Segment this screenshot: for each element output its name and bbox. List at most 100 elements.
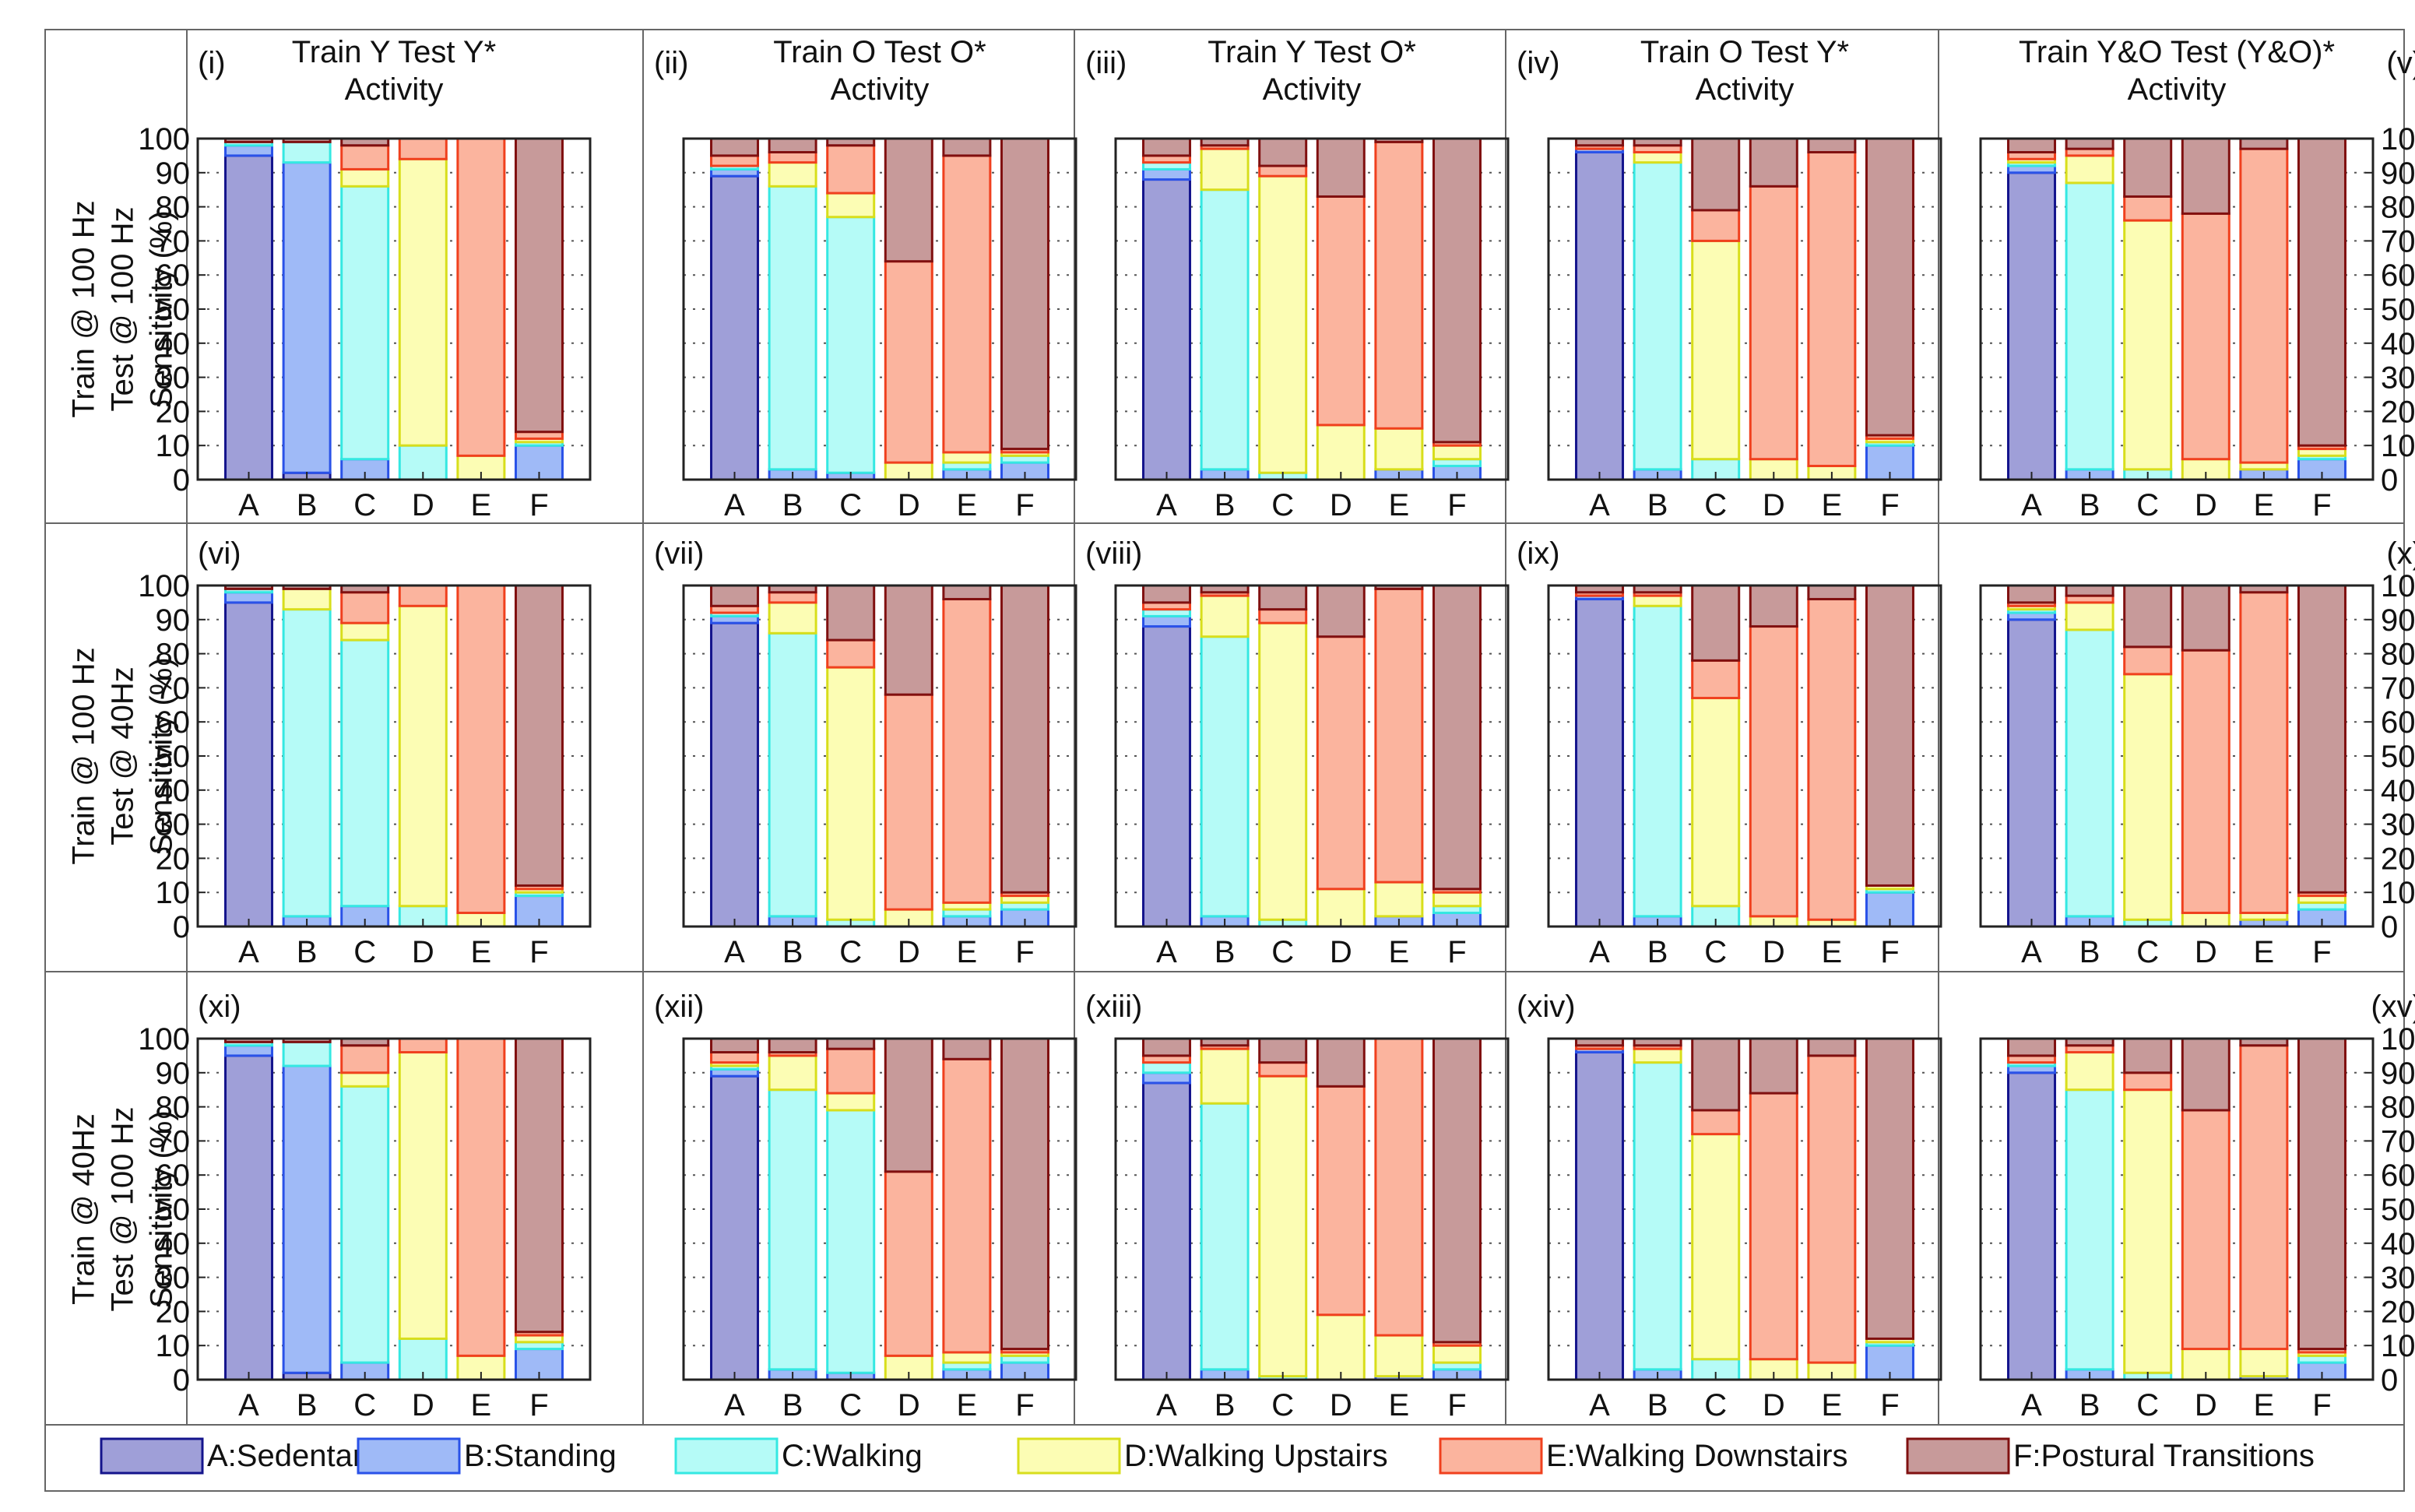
legend-swatch — [357, 1437, 461, 1475]
bar-E — [456, 584, 506, 928]
bar-C — [1258, 137, 1308, 481]
bar-B — [768, 137, 817, 481]
bar-segment-E — [2181, 649, 2230, 914]
bar-segment-D — [1633, 151, 1682, 164]
bar-segment-D — [1200, 147, 1250, 192]
bar-segment-B — [1142, 614, 1192, 628]
bar-segment-D — [1633, 1047, 1682, 1064]
bar-segment-F — [884, 1037, 933, 1173]
bar-segment-F — [1807, 1037, 1857, 1057]
bar-C — [1691, 137, 1741, 481]
panel-label: (ii) — [654, 46, 688, 80]
y-tick-label: 60 — [156, 258, 191, 293]
bar-segment-D — [1374, 881, 1424, 918]
y-tick-label: 10 — [2381, 1329, 2415, 1363]
x-tick-label: B — [1215, 1388, 1236, 1422]
bar-D — [884, 137, 933, 481]
bar-segment-F — [2007, 137, 2057, 154]
y-tick-label: 0 — [2381, 910, 2398, 944]
bar-C — [826, 584, 876, 928]
panel-label: (vii) — [654, 536, 704, 571]
bar-segment-E — [884, 260, 933, 464]
bar-segment-F — [884, 137, 933, 263]
bar-segment-C — [340, 638, 390, 908]
y-tick-label: 70 — [2381, 224, 2415, 258]
x-tick-label: D — [898, 1388, 920, 1422]
y-tick-label: 50 — [156, 740, 191, 774]
bar-segment-D — [398, 157, 448, 447]
y-tick-label: 20 — [156, 842, 191, 876]
y-tick-label: 80 — [156, 191, 191, 225]
column-subtitle-activity: Activity — [1263, 72, 1362, 107]
bar-F — [514, 1037, 564, 1381]
x-tick-label: D — [1763, 488, 1785, 522]
bar-segment-D — [2123, 1088, 2173, 1374]
bar-B — [1200, 584, 1250, 928]
x-tick-label: B — [2079, 1388, 2100, 1422]
y-tick-label: 10 — [2381, 876, 2415, 910]
bar-segment-D — [398, 604, 448, 908]
bar-segment-D — [1691, 697, 1741, 908]
y-axis-label: Sensitivity (%) — [145, 1110, 179, 1307]
legend-item-B: B:Standing — [357, 1437, 617, 1475]
y-tick-label: 90 — [156, 156, 191, 191]
bar-segment-C — [282, 608, 332, 918]
y-tick-label: 0 — [2381, 463, 2398, 498]
legend-swatch — [1017, 1437, 1121, 1475]
bar-segment-F — [1691, 584, 1741, 662]
x-tick-label: A — [238, 488, 259, 522]
bar-segment-E — [884, 693, 933, 911]
y-tick-label: 100 — [2381, 1022, 2415, 1057]
panel: (ix) A B C D E F — [1517, 536, 1942, 969]
x-tick-label: E — [2254, 935, 2275, 969]
bar-segment-D — [1691, 1133, 1741, 1361]
bar-segment-D — [826, 1092, 876, 1112]
bar-segment-F — [1807, 584, 1857, 601]
bar-B — [282, 584, 332, 928]
bar-segment-E — [1316, 635, 1366, 891]
bar-segment-F — [2297, 1037, 2346, 1351]
bar-D — [398, 1037, 448, 1381]
bar-segment-F — [2297, 137, 2346, 447]
x-tick-label: E — [957, 1388, 978, 1422]
bar-segment-A — [1142, 1081, 1192, 1381]
bar-A — [1142, 1037, 1192, 1381]
bar-segment-C — [1200, 188, 1250, 471]
panel-label: (vi) — [198, 536, 241, 571]
bar-segment-F — [514, 584, 564, 887]
y-tick-label: 40 — [156, 1227, 191, 1261]
column-title-3: Train Y Test O* — [1208, 35, 1416, 69]
row-label-3: Train @ 40Hz Test @ 100 Hz Sensitivity (%) — [67, 1107, 179, 1312]
y-tick-label: 90 — [2381, 603, 2415, 638]
bar-segment-E — [1807, 151, 1857, 467]
bar-E — [2239, 584, 2289, 928]
bar-E — [942, 1037, 992, 1381]
panel: (xiv) A B C D E F — [1517, 990, 1942, 1422]
bar-segment-F — [2065, 137, 2114, 150]
x-tick-label: F — [1015, 488, 1034, 522]
plot-border — [1114, 1037, 1510, 1381]
panel-label: (i) — [198, 46, 226, 80]
bar-segment-F — [2065, 584, 2114, 597]
x-tick-label: A — [2021, 1388, 2042, 1422]
bar-F — [514, 584, 564, 928]
bar-segment-C — [768, 1088, 817, 1371]
x-tick-label: E — [1822, 488, 1843, 522]
y-tick-label: 50 — [156, 1193, 191, 1227]
panel-label: (iv) — [1517, 46, 1560, 80]
bar-D — [1749, 137, 1798, 481]
bar-segment-E — [710, 154, 760, 167]
legend-swatch — [674, 1437, 779, 1475]
panel-label: (x) — [2386, 536, 2415, 571]
bar-B — [768, 1037, 817, 1381]
y-tick-label: 20 — [2381, 1295, 2415, 1329]
bar-B — [2065, 1037, 2114, 1381]
bar-D — [1316, 137, 1366, 481]
x-tick-label: A — [2021, 935, 2042, 969]
bar-segment-E — [1691, 659, 1741, 700]
y-tick-label: 0 — [2381, 1363, 2398, 1398]
x-tick-label: A — [724, 1388, 745, 1422]
bar-C — [340, 1037, 390, 1381]
y-tick-label: 90 — [2381, 156, 2415, 191]
